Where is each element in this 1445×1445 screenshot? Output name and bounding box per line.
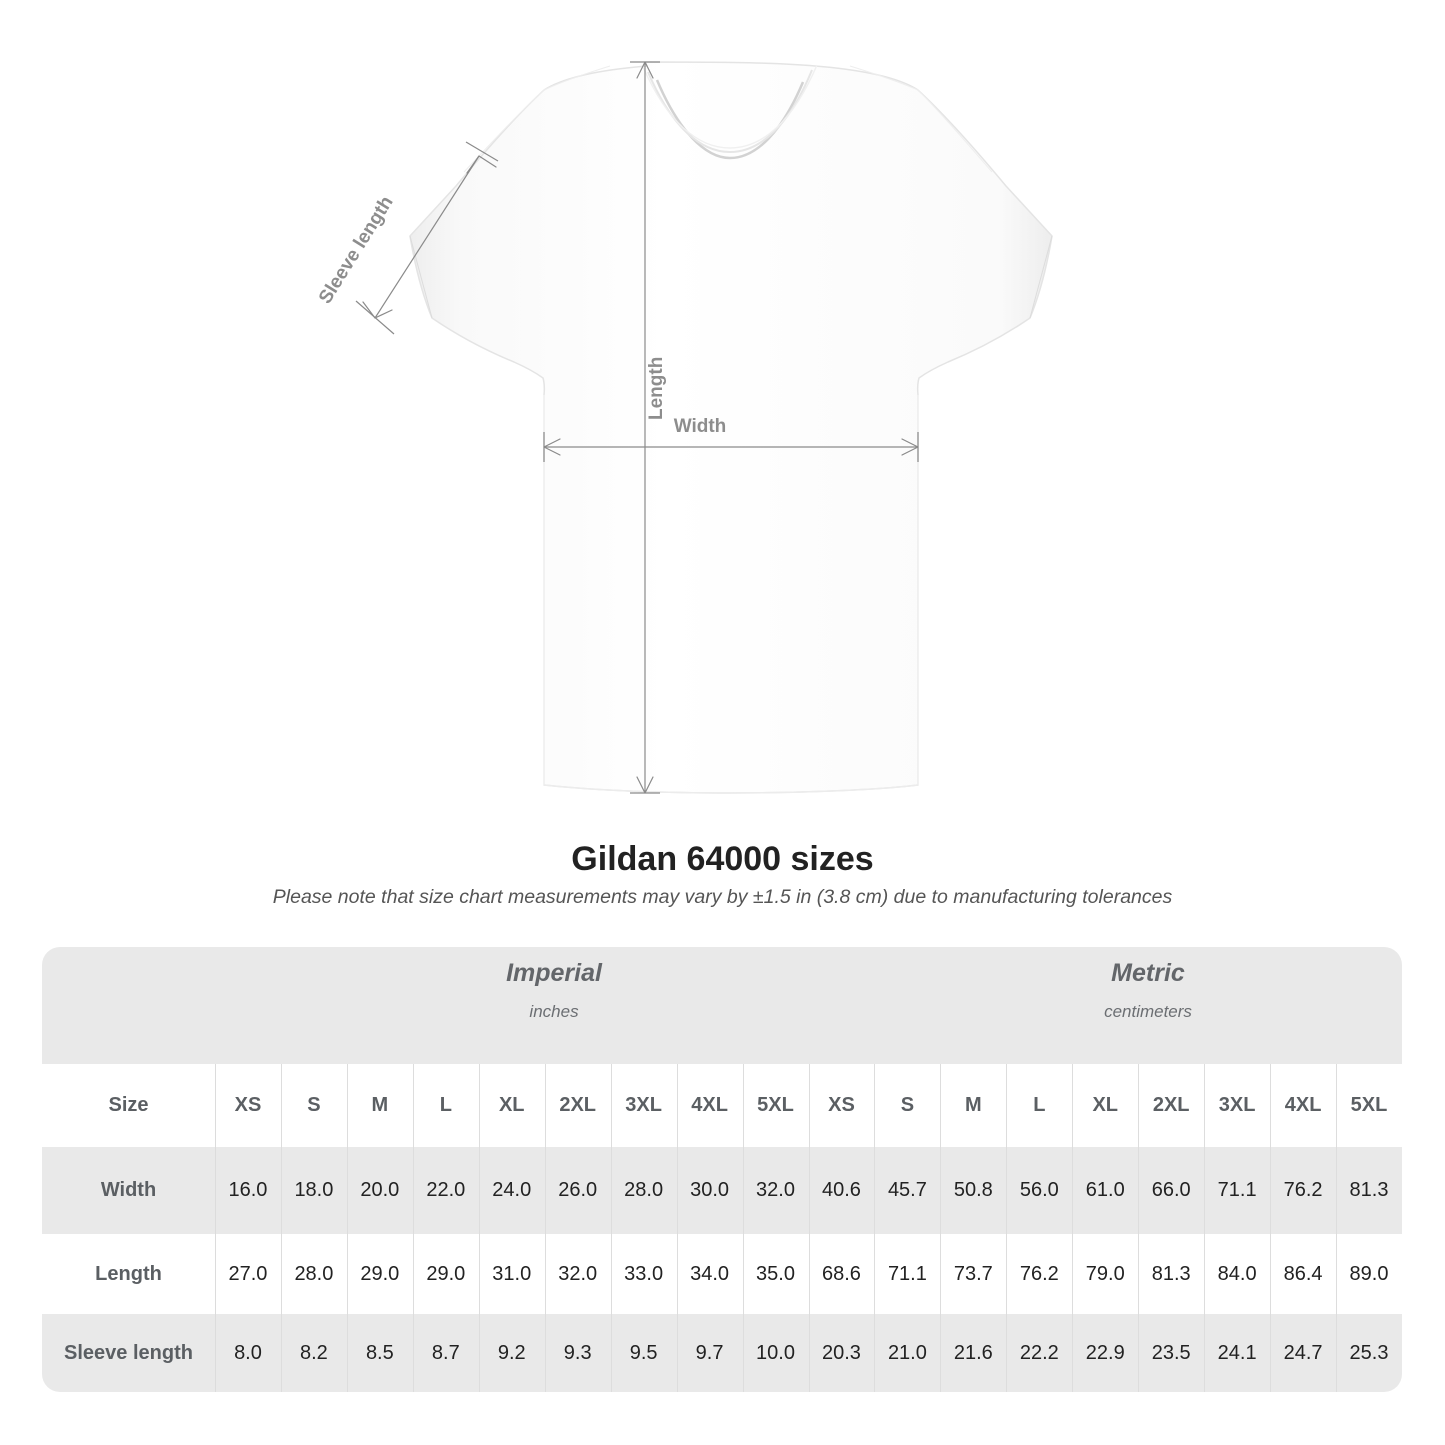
svg-text:Sleeve length: Sleeve length: [315, 193, 398, 308]
svg-text:Width: Width: [674, 416, 727, 437]
svg-text:Length: Length: [646, 357, 667, 420]
